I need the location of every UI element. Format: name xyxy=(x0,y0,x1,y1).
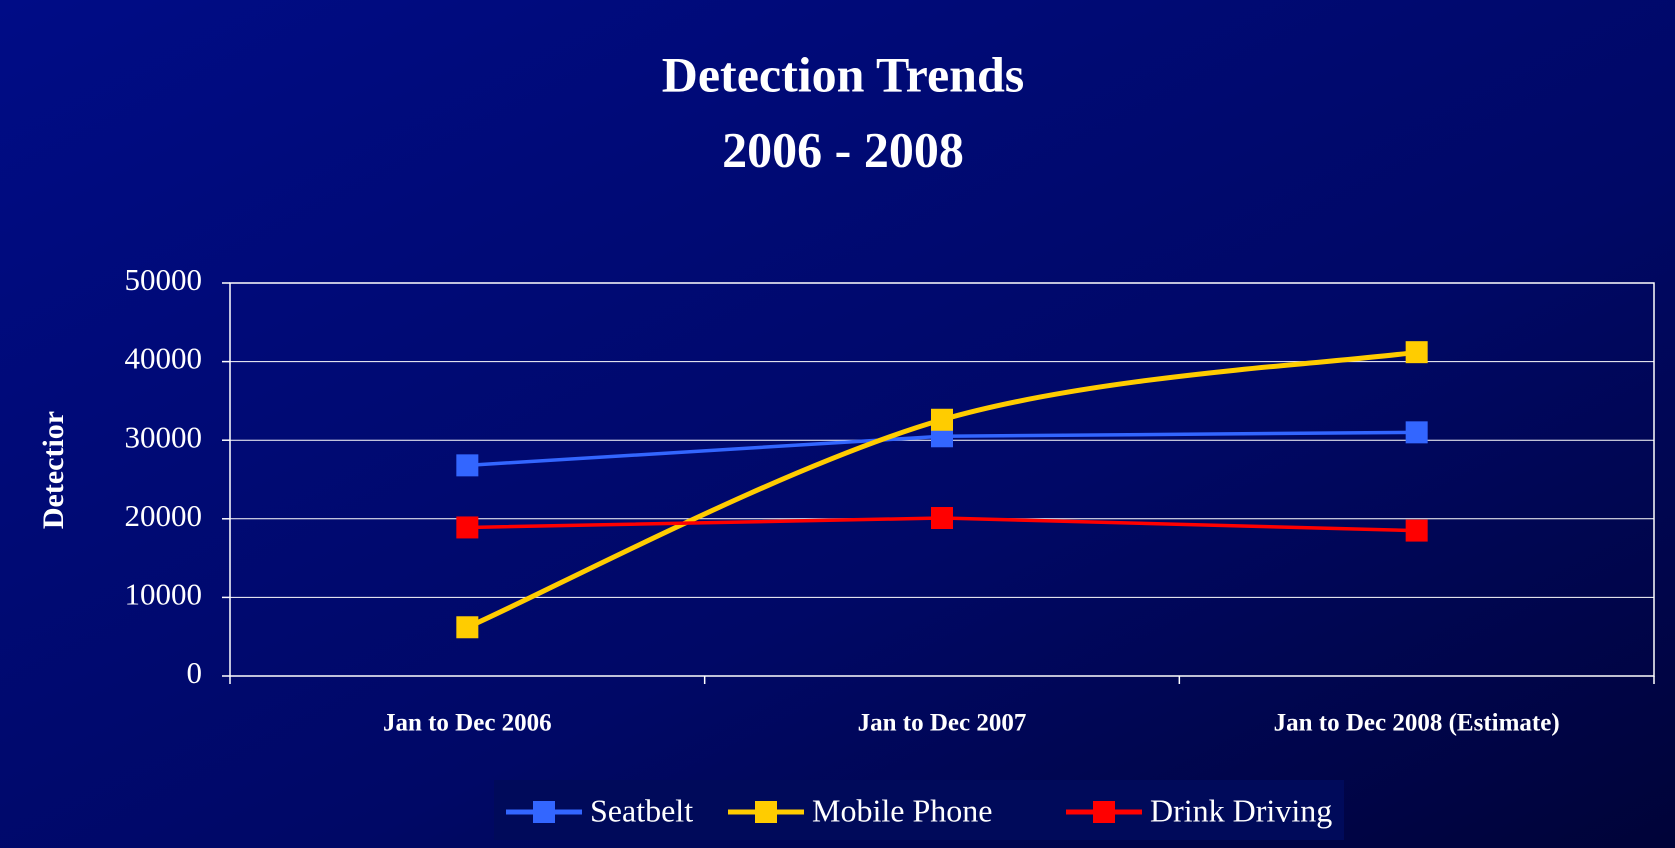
legend-label: Drink Driving xyxy=(1150,792,1332,828)
legend-label: Seatbelt xyxy=(590,792,693,828)
marker xyxy=(456,454,479,477)
marker xyxy=(931,425,953,448)
y-tick-label: 20000 xyxy=(125,498,203,533)
y-tick-label: 50000 xyxy=(125,262,203,297)
legend-box xyxy=(494,780,1344,840)
y-tick-label: 40000 xyxy=(125,341,203,376)
legend-label: Mobile Phone xyxy=(812,792,992,828)
y-tick-label: 30000 xyxy=(125,419,203,454)
x-tick-label: Jan to Dec 2006 xyxy=(383,710,552,737)
chart-subtitle: 2006 - 2008 xyxy=(722,121,964,177)
y-axis-label: Detectior xyxy=(37,411,70,529)
y-tick-label: 10000 xyxy=(125,577,203,612)
marker xyxy=(1405,519,1428,542)
legend-marker xyxy=(755,801,777,823)
y-tick-label: 0 xyxy=(187,655,203,690)
marker xyxy=(456,616,479,639)
chart-title: Detection Trends xyxy=(662,46,1024,102)
marker xyxy=(456,516,479,539)
marker xyxy=(1405,341,1428,364)
x-tick-label: Jan to Dec 2008 (Estimate) xyxy=(1274,710,1560,737)
marker xyxy=(931,507,953,530)
marker xyxy=(1405,421,1428,444)
marker xyxy=(931,408,953,431)
legend-marker xyxy=(1093,801,1115,823)
x-tick-label: Jan to Dec 2007 xyxy=(858,710,1027,737)
legend-marker xyxy=(533,801,555,823)
